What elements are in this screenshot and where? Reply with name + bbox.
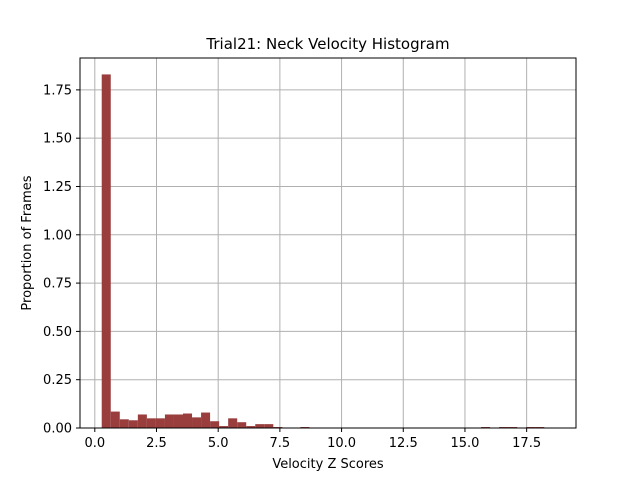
y-tick-label: 1.75 <box>43 83 72 98</box>
x-tick-label: 2.5 <box>146 436 167 451</box>
histogram-bar <box>110 411 120 428</box>
x-tick-label: 5.0 <box>208 436 229 451</box>
x-tick-label: 15.0 <box>450 436 479 451</box>
x-tick-label: 0.0 <box>84 436 105 451</box>
x-axis-label: Velocity Z Scores <box>272 457 384 472</box>
histogram-bar <box>219 426 229 428</box>
histogram-bar <box>146 418 156 428</box>
x-axis-ticks: 0.0 2.5 5.0 7.5 10.0 12.5 15.0 17.5 <box>84 428 541 451</box>
histogram-bar <box>201 412 211 428</box>
histogram-bar <box>183 413 193 428</box>
y-tick-label: 0.75 <box>43 277 72 292</box>
histogram-bar <box>210 421 220 428</box>
y-tick-label: 1.00 <box>43 228 72 243</box>
x-tick-label: 17.5 <box>512 436 541 451</box>
y-tick-label: 0.25 <box>43 373 72 388</box>
y-tick-label: 0.00 <box>43 422 72 437</box>
y-tick-label: 1.25 <box>43 180 72 195</box>
x-tick-label: 12.5 <box>389 436 418 451</box>
histogram-bar <box>264 424 274 428</box>
histogram-bar <box>173 414 184 428</box>
histogram-bar <box>192 417 202 428</box>
histogram-bar <box>101 74 111 428</box>
histogram-bar <box>237 422 247 428</box>
y-tick-label: 0.50 <box>43 325 72 340</box>
histogram-bar <box>246 426 256 428</box>
histogram-bar <box>137 414 147 428</box>
histogram-bar <box>255 424 265 428</box>
histogram-bar <box>164 414 174 428</box>
x-tick-label: 10.0 <box>327 436 356 451</box>
histogram-bar <box>155 418 165 428</box>
grid-lines <box>80 58 576 429</box>
x-tick-label: 7.5 <box>270 436 291 451</box>
chart-title: Trial21: Neck Velocity Histogram <box>205 35 449 53</box>
y-tick-label: 1.50 <box>43 132 72 147</box>
histogram-bar <box>228 418 238 428</box>
histogram-bar <box>119 419 129 428</box>
histogram-bar <box>128 420 138 428</box>
y-axis-label: Proportion of Frames <box>20 175 35 310</box>
y-axis-ticks: 0.00 0.25 0.50 0.75 1.00 1.25 1.50 1.75 <box>43 83 80 437</box>
plot-area-frame <box>79 57 577 429</box>
